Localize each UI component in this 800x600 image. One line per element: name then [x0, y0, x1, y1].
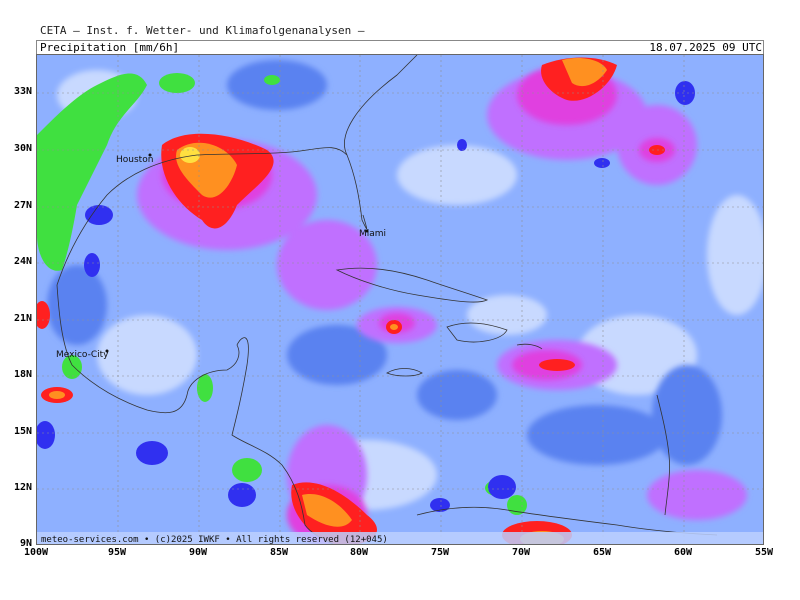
lat-label: 9N — [19, 538, 32, 549]
lon-label: 100W — [23, 547, 49, 558]
credit-text: meteo-services.com • (c)2025 IWKF • All … — [41, 535, 388, 545]
organization-title: CETA — Inst. f. Wetter- und Klimafolgena… — [40, 24, 365, 37]
city-houston: Houston — [116, 153, 153, 165]
city-mexico-city: Mexico-City — [56, 349, 109, 360]
lat-label: 24N — [13, 256, 32, 267]
lon-label: 85W — [269, 547, 289, 558]
lat-label: 12N — [13, 482, 32, 493]
lon-label: 55W — [754, 547, 774, 558]
lon-label: 75W — [430, 547, 450, 558]
parameter-label: Precipitation [mm/6h] — [40, 41, 180, 54]
lat-label: 30N — [13, 143, 32, 154]
map-canvas: Houston Miami Mexico-City meteo-services… — [37, 55, 763, 545]
svg-text:Miami: Miami — [359, 229, 386, 239]
lat-label: 21N — [13, 313, 32, 324]
city-miami: Miami — [359, 229, 386, 239]
lat-label: 18N — [13, 369, 32, 380]
lon-label: 95W — [107, 547, 127, 558]
lon-label: 65W — [592, 547, 612, 558]
svg-text:Houston: Houston — [116, 155, 153, 165]
precipitation-map: Houston Miami Mexico-City meteo-services… — [36, 54, 764, 545]
valid-datetime: 18.07.2025 09 UTC — [649, 41, 762, 54]
title-bar — [36, 40, 764, 54]
rain-field-blue — [47, 60, 722, 465]
coastlines — [56, 55, 718, 544]
svg-text:Mexico-City: Mexico-City — [56, 350, 109, 360]
lon-label: 80W — [349, 547, 369, 558]
lon-label: 60W — [673, 547, 693, 558]
credit-strip — [37, 532, 763, 544]
graticule — [37, 55, 763, 544]
lat-label: 15N — [13, 426, 32, 437]
lon-label: 70W — [511, 547, 531, 558]
lon-label: 90W — [188, 547, 208, 558]
lat-label: 33N — [13, 86, 32, 97]
lat-label: 27N — [13, 200, 32, 211]
